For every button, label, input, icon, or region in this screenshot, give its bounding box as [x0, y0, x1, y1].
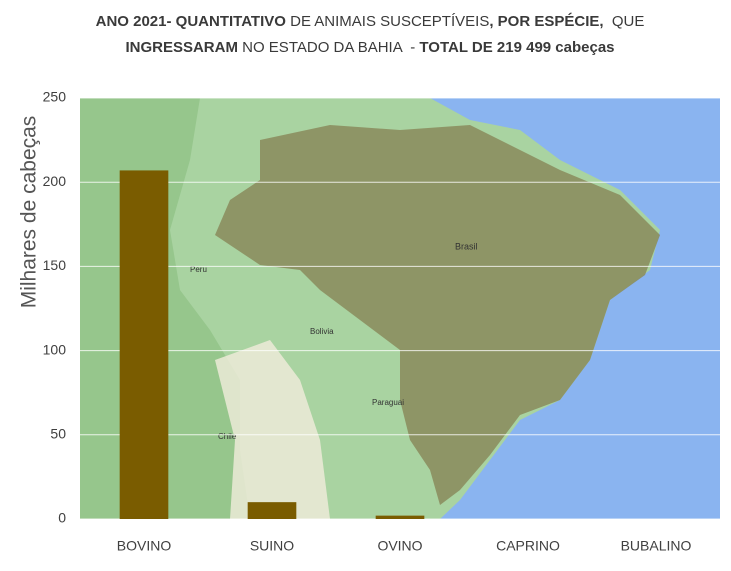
bar [247, 502, 297, 519]
title-segment: , POR ESPÉCIE, [489, 13, 603, 30]
x-tick-label: SUINO [250, 538, 294, 554]
y-tick-label: 100 [43, 341, 67, 357]
y-tick-label: 50 [50, 426, 66, 442]
y-tick-label: 250 [43, 89, 67, 105]
y-tick-label: 0 [58, 510, 66, 526]
map-label: Peru [190, 265, 207, 274]
title-segment: INGRESSARAM [125, 39, 238, 56]
x-tick-label: OVINO [377, 538, 422, 554]
chart-title: INGRESSARAM NO ESTADO DA BAHIA - TOTAL D… [125, 39, 614, 56]
x-tick-label: BUBALINO [621, 538, 692, 554]
map-label: Paraguai [372, 398, 404, 407]
title-segment: QUE [604, 13, 645, 30]
chart-title: ANO 2021- QUANTITATIVO DE ANIMAIS SUSCEP… [96, 13, 645, 30]
map-label: Bolivia [310, 327, 334, 336]
title-segment: ANO 2021- QUANTITATIVO [96, 13, 287, 30]
map-label: Brasil [455, 241, 478, 251]
y-tick-label: 200 [43, 173, 67, 189]
title-segment: TOTAL DE 219 499 cabeças [419, 39, 614, 56]
bar [119, 170, 169, 520]
x-tick-label: CAPRINO [496, 538, 560, 554]
map-label: Chile [218, 432, 237, 441]
y-axis-label: Milhares de cabeças [18, 116, 41, 309]
title-segment: DE ANIMAIS SUSCEPTÍVEIS [286, 13, 489, 30]
title-segment: NO ESTADO DA BAHIA - [238, 39, 419, 56]
map-background: Brasil Bolivia Peru Paraguai Chile [80, 98, 720, 519]
x-tick-label: BOVINO [117, 538, 172, 554]
bar [375, 515, 425, 519]
y-tick-label: 150 [43, 257, 67, 273]
